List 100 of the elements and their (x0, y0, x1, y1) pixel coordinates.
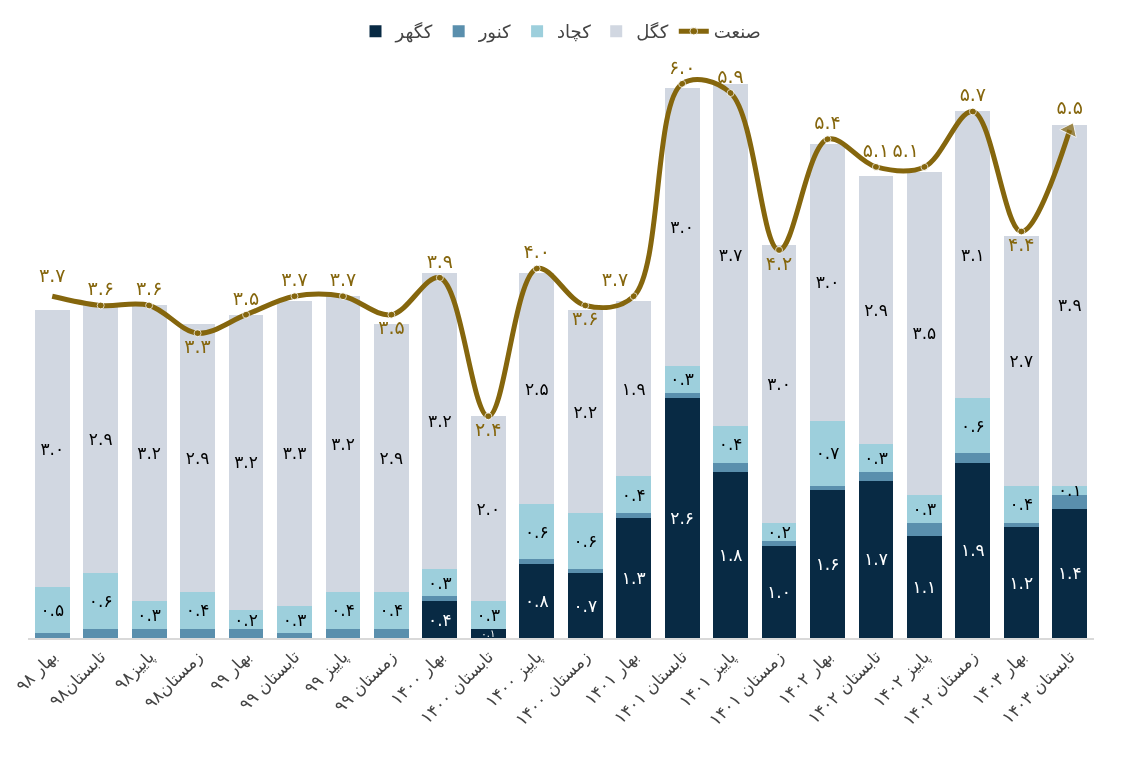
data-label: ۲.۲ (573, 401, 598, 422)
point (678, 79, 687, 88)
data-label: ۰.۶ (573, 531, 598, 552)
bar (858, 471, 894, 481)
bar (228, 628, 264, 638)
data-label: ۰.۲ (234, 609, 258, 630)
bar (810, 143, 845, 421)
bar (713, 425, 749, 463)
bar (83, 305, 119, 574)
bar (180, 628, 216, 638)
bar (906, 536, 942, 638)
data-label: ۱.۹ (621, 378, 646, 399)
data-label: ۳.۳ (282, 443, 307, 464)
data-label: ۰.۳ (864, 447, 888, 468)
bar (955, 397, 991, 454)
bar (325, 591, 361, 629)
bar (277, 633, 312, 638)
bar (422, 596, 458, 602)
bar (470, 628, 506, 638)
bar (228, 610, 264, 629)
bar (858, 444, 894, 472)
point (629, 292, 638, 301)
data-label: ۰.۳ (912, 498, 937, 519)
data-label: ۲.۷ (1009, 350, 1034, 371)
data-label: ۱.۶ (815, 554, 840, 575)
data-label: ۳.۷ (329, 268, 357, 291)
data-label: ۳.۷ (39, 263, 66, 286)
data-label: ۰.۴ (621, 484, 646, 505)
data-label: ۲.۴ (475, 417, 502, 440)
data-label: ۰.۳ (670, 369, 694, 390)
bar (1003, 527, 1039, 638)
data-label: ۱.۴ (1057, 563, 1082, 584)
bar (616, 476, 652, 514)
point (338, 292, 347, 301)
point (484, 412, 493, 421)
data-label: ۳.۹ (426, 249, 454, 272)
bar (713, 471, 749, 638)
bar (616, 300, 652, 477)
point (532, 264, 541, 273)
bar (373, 591, 409, 629)
data-label: ۱.۸ (718, 544, 743, 565)
bar (519, 504, 555, 560)
data-label: ۰.۵ (40, 600, 65, 621)
data-label: ۲.۹ (88, 429, 113, 450)
bar (567, 513, 603, 569)
data-label: ۳.۶ (135, 277, 163, 300)
point (726, 89, 735, 98)
point (775, 246, 784, 255)
bar (906, 522, 942, 537)
bar (1052, 125, 1088, 486)
bar (567, 310, 603, 514)
bar (567, 573, 603, 638)
data-label: ۰.۴ (1009, 494, 1034, 515)
point (290, 292, 299, 301)
bar (470, 416, 506, 602)
data-label: ۵.۷ (959, 83, 987, 106)
bar (228, 314, 264, 611)
data-label: ۱.۰ (767, 581, 791, 602)
data-label: ۲.۹ (864, 300, 888, 321)
data-label: ۰.۸ (524, 591, 549, 612)
data-label: ۳.۶ (87, 277, 114, 300)
data-label: ۰.۴ (428, 609, 452, 630)
bar (34, 587, 70, 634)
legend-label: صنعت (713, 21, 761, 43)
bar (1003, 236, 1039, 486)
bar (664, 397, 700, 638)
data-label: ۳.۷ (718, 244, 743, 265)
legend-label: کگهر (394, 21, 433, 44)
bar (906, 171, 942, 495)
bar (519, 273, 555, 505)
bar (83, 628, 119, 638)
data-label: ۰.۷ (573, 595, 598, 616)
data-label: ۲.۵ (524, 378, 549, 399)
data-label: ۳.۵ (912, 323, 937, 344)
data-label: ۳.۲ (428, 410, 452, 431)
data-label: ۳.۳ (184, 334, 211, 357)
bar (858, 480, 894, 638)
legend-label: کگل (636, 21, 669, 43)
data-label: ۰.۲ (767, 521, 791, 542)
data-label: ۵.۹ (717, 64, 744, 87)
bar (906, 494, 942, 523)
point (193, 329, 202, 338)
bar (277, 605, 312, 634)
data-label: ۵.۵ (1056, 96, 1083, 119)
bar (373, 628, 409, 638)
bar (858, 176, 894, 445)
data-label: ۳.۵ (378, 316, 405, 339)
bar (761, 245, 797, 523)
data-label: ۳.۲ (331, 434, 355, 455)
data-label: ۰.۶ (524, 521, 549, 542)
data-label: ۱.۲ (1009, 572, 1034, 593)
bar (180, 323, 216, 592)
point (145, 301, 154, 310)
bar (131, 628, 167, 638)
data-label: ۰.۶ (961, 415, 985, 436)
data-label: ۴.۰ (523, 240, 550, 263)
data-label: ۲.۰ (476, 498, 501, 519)
data-label: ۳.۵ (232, 286, 260, 309)
point (387, 310, 396, 319)
bar (180, 591, 216, 629)
